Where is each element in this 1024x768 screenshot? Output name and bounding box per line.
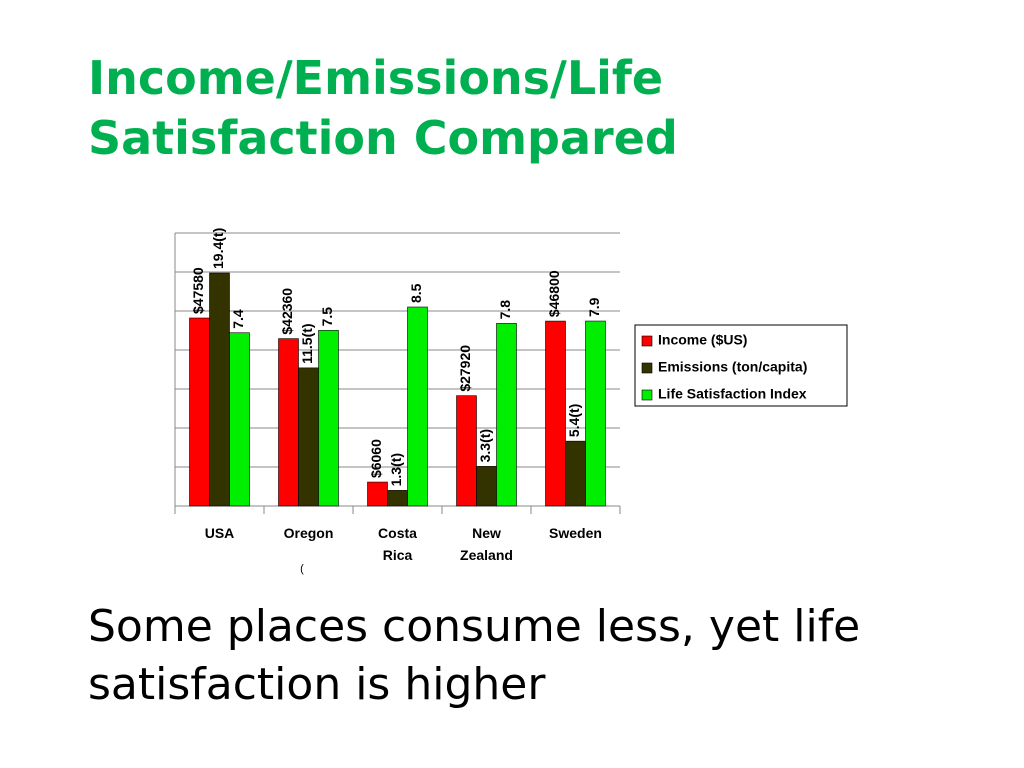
value-label: 7.4 — [230, 309, 246, 329]
value-label: 8.5 — [408, 283, 424, 303]
bar — [229, 332, 250, 507]
bar — [476, 466, 497, 507]
bar — [209, 272, 230, 507]
value-label: 3.3(t) — [477, 429, 493, 462]
legend-label: Life Satisfaction Index — [658, 386, 807, 402]
bar — [545, 320, 566, 507]
legend-label: Emissions (ton/capita) — [658, 359, 807, 375]
bar — [585, 320, 606, 507]
bar — [367, 481, 388, 507]
value-label: $46800 — [546, 270, 562, 317]
value-label: 19.4(t) — [210, 228, 226, 269]
legend-swatch — [641, 335, 653, 347]
x-tick-label: New Zealand — [460, 525, 513, 563]
slide-body: Some places consume less, yet life satis… — [88, 601, 861, 710]
value-label: $6060 — [368, 439, 384, 478]
value-label: $27920 — [457, 345, 473, 392]
legend-swatch — [641, 389, 653, 401]
bar — [318, 330, 339, 507]
x-tick-label: Sweden — [549, 525, 602, 541]
bar — [496, 323, 517, 507]
value-label: 11.5(t) — [299, 323, 315, 363]
value-label: 1.3(t) — [388, 453, 404, 486]
annotation: ( — [300, 563, 304, 575]
slide-title: Income/Emissions/Life Satisfaction Compa… — [88, 51, 678, 165]
bar — [189, 317, 210, 507]
legend-box — [634, 324, 848, 407]
x-tick-label: Oregon — [284, 525, 334, 541]
bar — [278, 338, 299, 507]
bar — [298, 367, 319, 507]
value-label: 7.5 — [319, 307, 335, 327]
value-label: 7.9 — [586, 297, 602, 317]
value-label: 5.4(t) — [566, 404, 582, 437]
bar — [407, 306, 428, 507]
x-tick-label: USA — [205, 525, 235, 541]
legend-swatch — [641, 362, 653, 374]
bar — [565, 440, 586, 507]
bar — [456, 395, 477, 507]
bar — [387, 490, 408, 507]
x-tick-label: Costa Rica — [378, 525, 417, 563]
value-label: 7.8 — [497, 300, 513, 320]
legend-label: Income ($US) — [658, 332, 747, 348]
legend: Income ($US) Emissions (ton/capita) Life S… — [634, 324, 848, 407]
value-label: $42360 — [279, 288, 295, 335]
value-label: $47580 — [190, 267, 206, 314]
